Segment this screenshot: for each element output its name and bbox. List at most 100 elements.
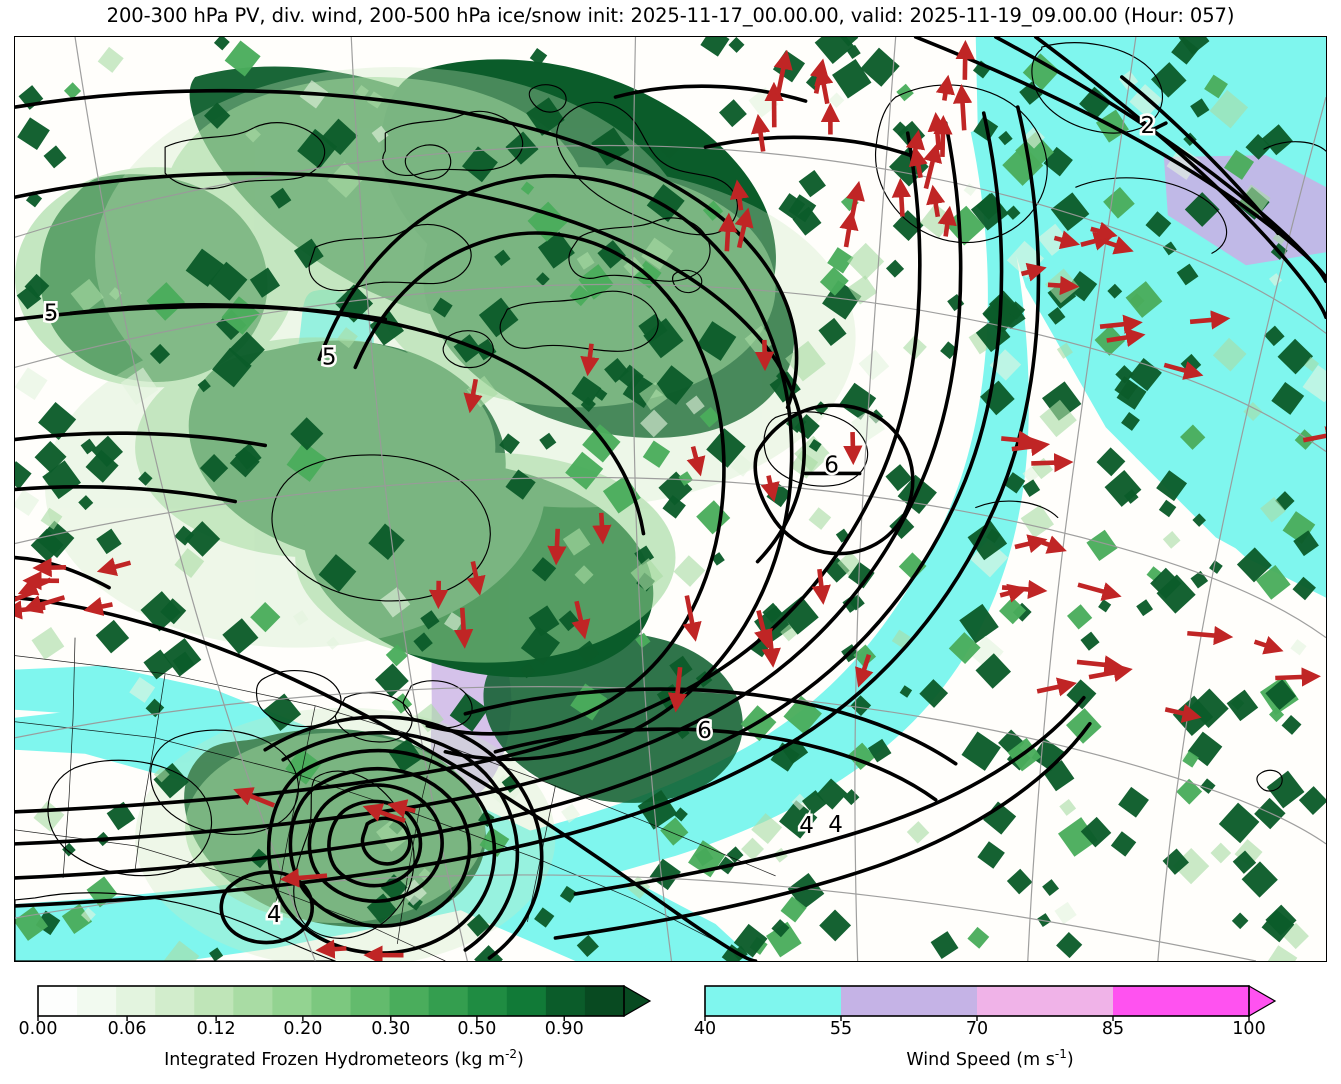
wind-vector [908, 146, 928, 179]
hydrometeor-cell [730, 454, 753, 477]
hydrometeor-cell [1086, 529, 1118, 561]
hydrometeor-cell [778, 193, 806, 220]
wind-vector [686, 445, 706, 477]
hydrometeor-cell [293, 238, 324, 269]
wind-vector [761, 630, 781, 668]
contour-label: 6 [824, 452, 839, 478]
hydrometeor-cell [138, 471, 153, 486]
colorbar-tick-label: 0.50 [457, 1019, 497, 1039]
administrative-boundaries [15, 637, 776, 961]
colorbar-tick-label: 70 [965, 1019, 989, 1039]
hydrometeor-cell [1080, 816, 1112, 848]
wind-vector [718, 212, 738, 252]
hydrometeor-cell [561, 803, 581, 823]
colorbar-segment [389, 986, 430, 1016]
wind-vector [814, 65, 834, 105]
hydrometeor-cell [1059, 799, 1077, 816]
hydrometeor-cell [1162, 531, 1181, 549]
hydrometeor-cell [1136, 599, 1154, 617]
hydrometeor-cell [478, 297, 519, 338]
hydrometeor-cell [529, 48, 548, 66]
colorbar-tick-label: 0.30 [371, 1019, 411, 1039]
colorbar-ifh-title: Integrated Frozen Hydrometeors (kg m-2) [164, 1047, 524, 1070]
hydrometeor-cell [1290, 639, 1307, 656]
wind-vector [1020, 262, 1047, 282]
hydrometeor-cell [208, 261, 248, 301]
colorbar-segment [841, 986, 978, 1016]
hydrometeor-cell [604, 358, 629, 383]
hydrometeor-cell [1110, 831, 1137, 857]
hydrometeor-cell [559, 885, 577, 903]
hydrometeor-cell [983, 801, 1017, 835]
hydrometeor-cell [391, 693, 413, 714]
colorbar-segment [272, 986, 313, 1016]
hydrometeor-cell [1118, 786, 1149, 818]
hydrometeor-cell [197, 378, 211, 393]
hydrometeor-cell [733, 923, 768, 958]
hydrometeor-cell [149, 343, 171, 365]
wind-vector [729, 179, 750, 211]
wind-vector [387, 799, 416, 819]
colorbar-frozen-hydrometeors [37, 984, 652, 1021]
wind-vector [1187, 625, 1234, 646]
hydrometeor-cell [1104, 470, 1142, 507]
wind-vector [1076, 655, 1124, 675]
hydrometeor-cell [719, 99, 747, 128]
hydrometeor-cell [1151, 62, 1187, 98]
colorbar-segment [38, 986, 78, 1016]
hydrometeor-cell [1190, 98, 1210, 118]
hydrometeor-cell [832, 59, 872, 99]
colorbar-wind-label-exp: -1 [1054, 1047, 1067, 1061]
contour-label: 5 [44, 300, 59, 326]
wind-vector [547, 528, 567, 566]
hydrometeor-cell [129, 676, 156, 703]
hydrometeor-cell [963, 183, 977, 197]
colorbar-segment [194, 986, 234, 1016]
hydrometeor-cell [967, 520, 1008, 561]
hydrometeor-cell [891, 629, 911, 649]
hydrometeor-cell [562, 528, 591, 556]
colorbar-tick-label: 40 [693, 1019, 717, 1039]
hydrometeor-cell [184, 521, 221, 557]
colorbar-segment [311, 986, 352, 1016]
hydrometeor-cell [1212, 337, 1247, 372]
hydrometeor-cell [780, 896, 807, 923]
hydrometeor-cell [779, 800, 818, 839]
wind-vector [1163, 361, 1204, 380]
hydrometeor-cell [15, 367, 48, 401]
wind-vector [754, 339, 775, 372]
colorbar-wind-title: Wind Speed (m s-1) [906, 1047, 1073, 1070]
hydrometeor-cell [61, 903, 93, 934]
hydrometeor-cell [1020, 504, 1054, 538]
hydrometeor-cell [1245, 134, 1272, 160]
hydrometeor-cell [842, 594, 861, 613]
hydrometeor-cell [640, 409, 668, 438]
hydrometeor-cell [1281, 714, 1302, 735]
hydrometeor-cell [1103, 186, 1135, 219]
colorbar-segment [116, 986, 156, 1016]
hydrometeor-cell [199, 454, 229, 483]
hydrometeor-cell [798, 169, 826, 198]
hydrometeor-cell [528, 605, 560, 637]
hydrometeor-cell [846, 44, 861, 60]
hydrometeor-cell [432, 297, 453, 318]
hydrometeor-cell [685, 395, 705, 415]
colorbar-extend-arrow [1248, 984, 1277, 1018]
hydrometeor-cell [81, 907, 96, 923]
wind-vector [466, 560, 486, 596]
hydrometeor-cell [1180, 424, 1206, 450]
wind-vector [453, 607, 474, 649]
hydrometeor-cell [848, 275, 878, 305]
hydrometeor-cell [591, 127, 630, 166]
hydrometeor-cell [574, 565, 594, 585]
wind-vector [933, 115, 953, 157]
colorbar-extend-arrow [623, 984, 652, 1018]
hydrometeor-cell [91, 435, 124, 468]
wind-vector [315, 939, 347, 959]
hydrometeor-cell [639, 382, 668, 411]
wind-vector [927, 112, 947, 151]
hydrometeor-cell [1268, 707, 1285, 723]
colorbar-tick-label: 85 [1101, 1019, 1125, 1039]
hydrometeor-cell [146, 282, 186, 321]
